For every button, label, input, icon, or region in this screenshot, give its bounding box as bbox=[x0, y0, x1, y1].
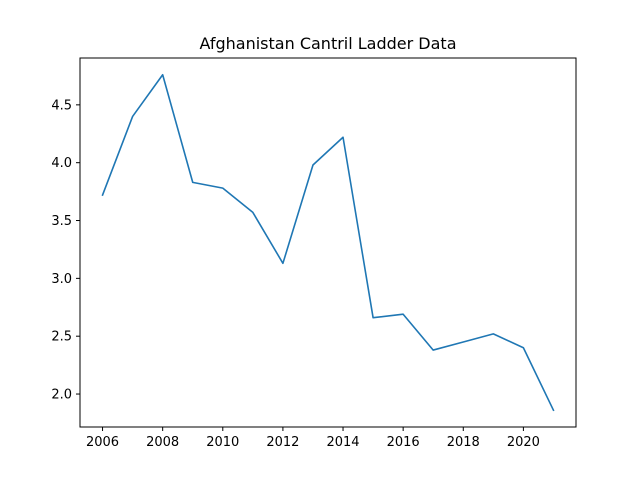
series-layer bbox=[101, 73, 555, 412]
x-tick-label: 2010 bbox=[206, 435, 239, 450]
data-point bbox=[402, 313, 404, 315]
data-point bbox=[131, 115, 133, 117]
data-point bbox=[192, 181, 194, 183]
x-tick-label: 2016 bbox=[387, 435, 420, 450]
y-tick-label: 3.0 bbox=[51, 272, 72, 287]
data-point bbox=[462, 341, 464, 343]
data-point bbox=[222, 187, 224, 189]
y-tick-label: 4.0 bbox=[51, 156, 72, 171]
x-tick-label: 2018 bbox=[447, 435, 480, 450]
series-line bbox=[101, 73, 555, 412]
data-point bbox=[161, 74, 163, 76]
y-tick-label: 3.5 bbox=[51, 214, 72, 229]
y-tick-label: 2.0 bbox=[51, 388, 72, 403]
data-point bbox=[101, 194, 103, 196]
data-point bbox=[342, 136, 344, 138]
x-tick-label: 2012 bbox=[266, 435, 299, 450]
x-tick-label: 2014 bbox=[326, 435, 359, 450]
data-point bbox=[492, 333, 494, 335]
data-point bbox=[522, 347, 524, 349]
x-tick-label: 2008 bbox=[146, 435, 179, 450]
data-point bbox=[282, 262, 284, 264]
data-point bbox=[372, 316, 374, 318]
axes: 2006 2008 2010 2012 2014 2016 2018 2020 2.0 2.5 3.… bbox=[51, 57, 577, 450]
data-point bbox=[252, 211, 254, 213]
data-point bbox=[432, 349, 434, 351]
x-tick-label: 2020 bbox=[507, 435, 540, 450]
data-point bbox=[552, 409, 554, 411]
plot-frame bbox=[79, 57, 577, 428]
data-point bbox=[312, 164, 314, 166]
y-tick-label: 4.5 bbox=[51, 98, 72, 113]
x-tick-label: 2006 bbox=[86, 435, 119, 450]
y-tick-label: 2.5 bbox=[51, 330, 72, 345]
chart-title: Afghanistan Cantril Ladder Data bbox=[199, 34, 456, 53]
